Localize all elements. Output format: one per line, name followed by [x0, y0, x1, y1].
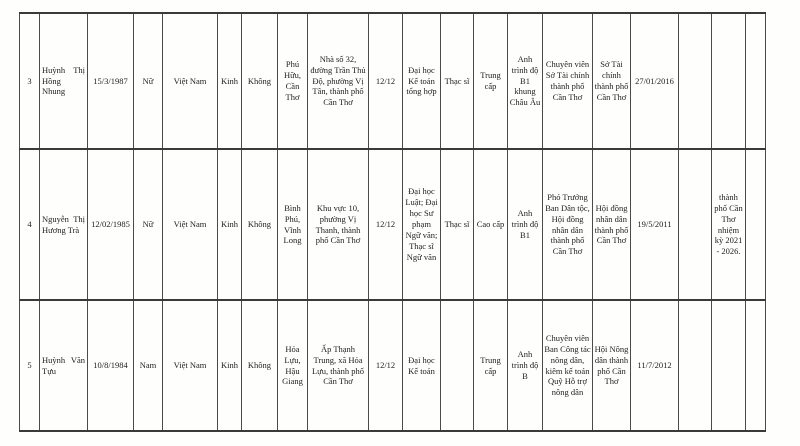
table-cell: thành phố Cần Thơ nhiệm kỳ 2021 - 2026. [711, 148, 746, 301]
table-cell: 10/8/1984 [87, 299, 134, 432]
table-cell: Trung cấp [473, 299, 508, 432]
table-cell: Trung cấp [473, 12, 508, 150]
table-cell [711, 299, 746, 432]
table-cell: Ấp Thạnh Trung, xã Hỏa Lựu, thành phố Cầ… [307, 299, 369, 432]
table-cell [678, 148, 712, 301]
table-cell: Kinh [217, 148, 242, 301]
table-cell: Đại học Kế toán tổng hợp [402, 12, 441, 150]
table-cell: Không [241, 299, 278, 432]
table-cell: Bình Phú, Vĩnh Long [277, 148, 308, 301]
table-cell [711, 12, 746, 150]
table-cell: Hội Nông dân thành phố Cần Thơ [592, 299, 631, 432]
table-cell: Việt Nam [162, 12, 218, 150]
table-cell: Thạc sĩ [440, 148, 474, 301]
table-cell: Nam [133, 299, 163, 432]
table-cell: Đại học Kế toán [402, 299, 441, 432]
table-cell: Việt Nam [162, 148, 218, 301]
table-cell: Khu vực 10, phường Vị Thanh, thành phố C… [307, 148, 369, 301]
table-cell: 15/3/1987 [87, 12, 134, 150]
table-cell: Không [241, 148, 278, 301]
table-cell: 27/01/2016 [630, 12, 679, 150]
table-cell: Kinh [217, 299, 242, 432]
table-cell: 19/5/2011 [630, 148, 679, 301]
table-row: 3 Huỳnh Thị Hồng Nhung 15/3/1987 Nữ Việt Nam… [19, 12, 766, 150]
table-cell: Nữ [133, 12, 163, 150]
table-cell: Chuyên viên Ban Công tác nông dân, kiêm … [542, 299, 593, 432]
table-cell: Chuyên viên Sở Tài chính thành phố Cần T… [542, 12, 593, 150]
table-cell: Hội đồng nhân dân thành phố Cần Thơ [592, 148, 631, 301]
table-cell: Việt Nam [162, 299, 218, 432]
table-cell: 12/12 [368, 299, 403, 432]
table-cell [745, 12, 766, 150]
table-cell [745, 299, 766, 432]
table-cell [678, 12, 712, 150]
table-cell: Sở Tài chính thành phố Cần Thơ [592, 12, 631, 150]
table-cell: Phú Hữu, Cần Thơ [277, 12, 308, 150]
table-cell [440, 299, 474, 432]
table-cell: Hỏa Lựu, Hậu Giang [277, 299, 308, 432]
personnel-table: 3 Huỳnh Thị Hồng Nhung 15/3/1987 Nữ Việt Nam… [19, 12, 766, 432]
table-cell: Thạc sĩ [440, 12, 474, 150]
table-cell: Anh trình độ B1 [507, 148, 543, 301]
table-row: 4 Nguyễn Thị Hương Trà 12/02/1985 Nữ Việt Na… [19, 148, 766, 301]
table-row: 5 Huỳnh Văn Tựu 10/8/1984 Nam Việt Nam Kinh Kh… [19, 299, 766, 432]
table-cell: Nguyễn Thị Hương Trà [39, 148, 88, 301]
table-cell [745, 148, 766, 301]
table-cell: Cao cấp [473, 148, 508, 301]
table-cell [678, 299, 712, 432]
table-cell: Huỳnh Văn Tựu [39, 299, 88, 432]
table-cell: 5 [19, 299, 40, 432]
table-cell: Anh trình độ B [507, 299, 543, 432]
table-cell: 3 [19, 12, 40, 150]
table-cell: 11/7/2012 [630, 299, 679, 432]
table-cell: Nhà số 32, đường Trần Thủ Độ, phường Vị … [307, 12, 369, 150]
table-cell: Kinh [217, 12, 242, 150]
table-cell: Đại học Luật; Đại học Sư phạm Ngữ văn; T… [402, 148, 441, 301]
table-cell: 12/12 [368, 148, 403, 301]
table-cell: Không [241, 12, 278, 150]
table-cell: Phó Trưởng Ban Dân tộc, Hội đồng nhân dâ… [542, 148, 593, 301]
table-cell: Anh trình độ B1 khung Châu Âu [507, 12, 543, 150]
table-cell: 12/12 [368, 12, 403, 150]
table-cell: 12/02/1985 [87, 148, 134, 301]
table-cell: Huỳnh Thị Hồng Nhung [39, 12, 88, 150]
table-cell: 4 [19, 148, 40, 301]
personnel-table-body: 3 Huỳnh Thị Hồng Nhung 15/3/1987 Nữ Việt Nam… [19, 12, 766, 432]
table-cell: Nữ [133, 148, 163, 301]
